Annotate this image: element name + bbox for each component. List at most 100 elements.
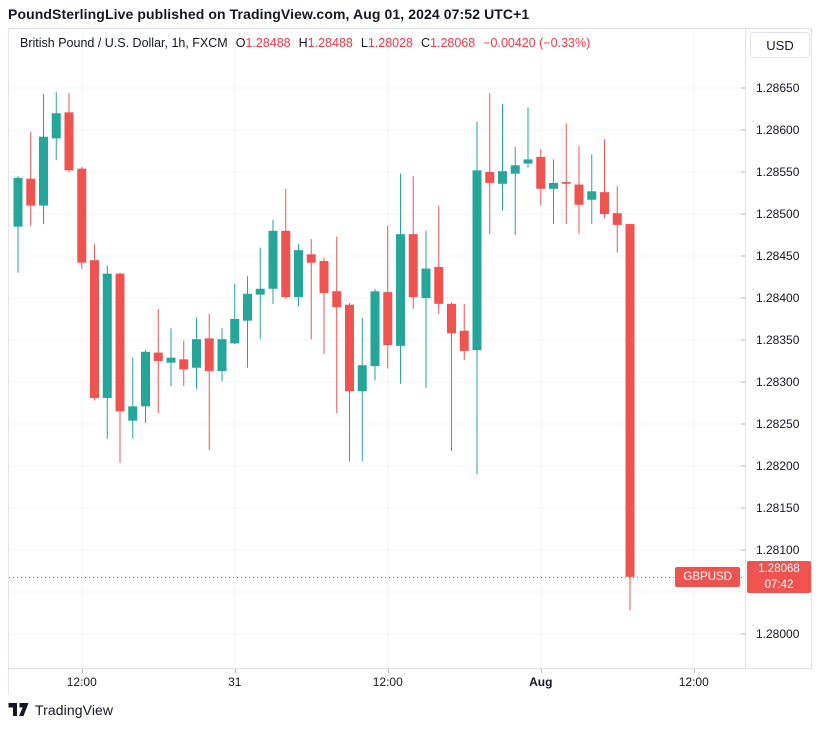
price-axis-label: 1.28200: [756, 459, 800, 473]
candle: [153, 308, 163, 414]
price-axis-label: 1.28350: [756, 333, 800, 347]
candle: [77, 166, 87, 269]
candle: [192, 317, 201, 389]
candle-body: [243, 293, 252, 321]
last-price-value: 1.28068: [758, 562, 800, 575]
candle-body: [370, 291, 380, 367]
candle: [574, 145, 584, 234]
last-price-countdown: 07:42: [764, 578, 794, 591]
price-axis-label: 1.28000: [756, 627, 800, 641]
candle-body: [587, 191, 597, 200]
candle-body: [625, 224, 635, 577]
candle-body: [510, 165, 520, 174]
candle-body: [600, 192, 609, 214]
time-tick: [540, 669, 542, 673]
time-tick: [693, 669, 695, 673]
legend-high: H1.28488: [298, 36, 353, 50]
candle: [204, 313, 214, 451]
time-axis[interactable]: 12:00 31 12:00 Aug 12:00: [9, 669, 813, 696]
candle-body: [421, 268, 431, 298]
price-axis-label: 1.28550: [756, 165, 800, 179]
axis-separator-vertical: [745, 29, 746, 694]
candle-body: [77, 168, 87, 263]
candle-body: [383, 292, 393, 346]
candle-body: [141, 351, 150, 407]
legend-symbol-title[interactable]: British Pound / U.S. Dollar, 1h, FXCM: [20, 36, 228, 50]
time-axis-label: Aug: [529, 675, 553, 689]
candle-body: [498, 171, 507, 184]
legend-change: −0.00420 (−0.33%): [483, 36, 591, 50]
chart-plot[interactable]: GBPUSD British Pound / U.S. Dollar, 1h, …: [9, 29, 745, 668]
candle-body: [612, 213, 622, 225]
candle: [141, 350, 150, 424]
price-axis-label: 1.28250: [756, 417, 800, 431]
time-axis-label: 12:00: [678, 675, 709, 689]
candle: [549, 159, 558, 225]
candle: [51, 92, 61, 161]
candle: [39, 93, 48, 225]
candle-body: [153, 352, 163, 361]
candle-body: [574, 184, 584, 205]
candle-body: [166, 357, 176, 363]
candle: [408, 176, 418, 309]
candle: [166, 328, 176, 387]
time-tick: [234, 669, 236, 673]
candle: [447, 302, 456, 451]
candle: [600, 139, 609, 219]
candle-body: [230, 319, 240, 344]
candle: [587, 154, 597, 225]
candle: [383, 225, 393, 369]
price-axis-label: 1.28450: [756, 249, 800, 263]
candle-body: [472, 170, 482, 351]
price-axis-label: 1.28100: [756, 543, 800, 557]
time-axis-label: 12:00: [66, 675, 97, 689]
candle: [434, 205, 444, 314]
time-tick: [387, 669, 389, 673]
candle-body: [319, 261, 329, 293]
candle-body: [102, 273, 112, 398]
candle-body: [332, 291, 342, 308]
price-axis-label: 1.28500: [756, 207, 800, 221]
candle: [536, 149, 546, 206]
candle: [268, 219, 278, 304]
candle-body: [268, 230, 278, 289]
candle: [332, 236, 342, 414]
chart-frame: GBPUSD British Pound / U.S. Dollar, 1h, …: [8, 28, 813, 696]
candle: [179, 340, 189, 387]
candle-body: [294, 250, 303, 298]
candle: [485, 93, 495, 235]
candle-body: [128, 406, 138, 421]
candle: [294, 244, 303, 307]
candle: [13, 176, 23, 273]
price-axis-label: 1.28650: [756, 81, 800, 95]
candle-body: [396, 234, 405, 346]
candle: [561, 123, 571, 225]
candle-body: [549, 182, 558, 189]
candle-body: [306, 254, 316, 263]
candle: [243, 276, 252, 368]
currency-button[interactable]: USD: [750, 32, 810, 58]
candle: [612, 186, 622, 253]
candlestick-plot[interactable]: [9, 29, 745, 668]
tradingview-logo-text: TradingView: [35, 702, 114, 718]
price-axis[interactable]: USD 1.28068 07:42 1.28650 1.28600 1.28550 1…: [746, 29, 813, 668]
candle: [498, 103, 507, 211]
candle: [459, 303, 469, 361]
candle-body: [26, 178, 36, 206]
time-axis-label: 31: [228, 675, 242, 689]
footer-brand[interactable]: TradingView: [8, 702, 113, 718]
candle: [255, 247, 265, 340]
symbol-price-flag: GBPUSD: [675, 566, 740, 587]
candle: [115, 272, 125, 463]
candle: [396, 173, 405, 384]
candle-body: [357, 365, 367, 392]
candle: [26, 131, 36, 226]
candle: [625, 224, 635, 611]
candle: [472, 121, 482, 475]
candle-body: [64, 112, 74, 171]
candle: [510, 146, 520, 235]
candle-body: [192, 339, 201, 368]
candle: [217, 328, 227, 382]
axis-separator-horizontal: [9, 668, 813, 669]
